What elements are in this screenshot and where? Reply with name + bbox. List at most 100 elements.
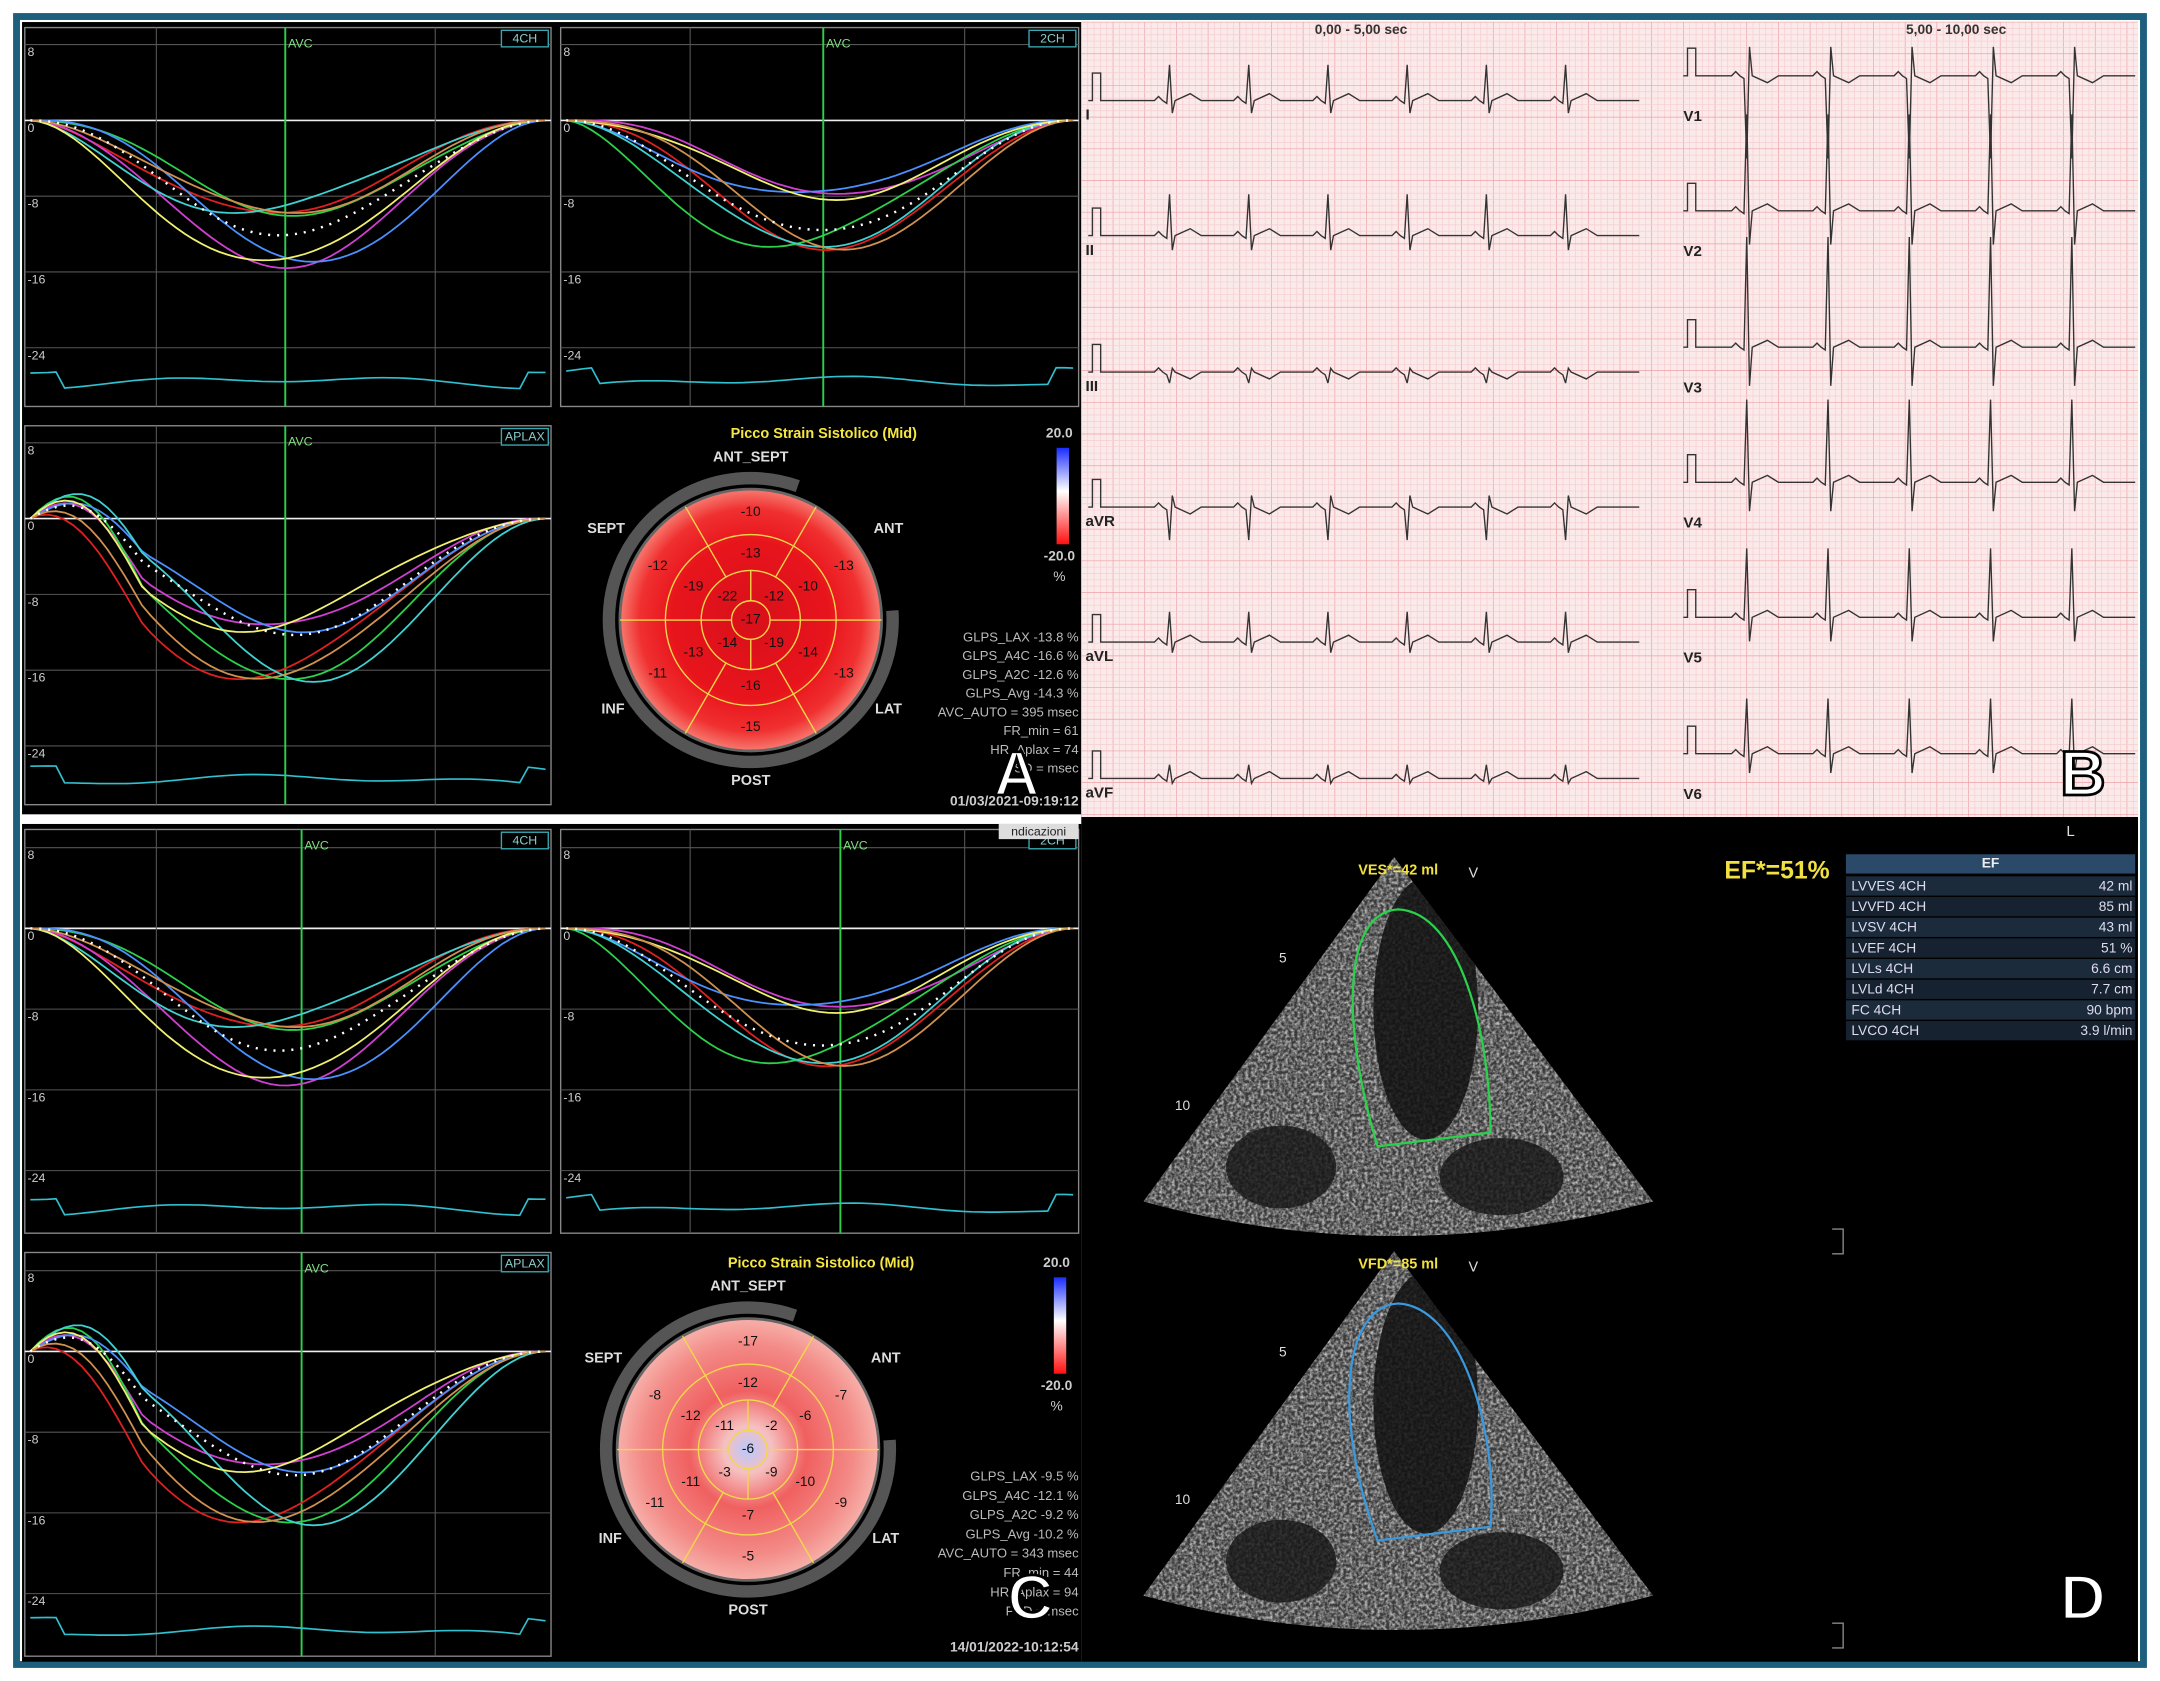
ecg-trace [1088,750,1640,786]
footer-strip [1081,817,2138,845]
y-tick-label: 0 [28,929,35,943]
strain-curve [29,502,546,634]
table-row [1845,876,2136,896]
bullseye-rim [599,1301,897,1598]
table-header-text: EF [1982,856,2000,871]
timing-curve [566,366,1074,387]
table-cell: LVSV 4CH [1851,920,1917,935]
segment-value: -12 [681,1408,701,1423]
segment-value: -10 [795,1474,815,1489]
segment-line [774,662,817,734]
wall-label: LAT [872,1531,899,1547]
segment-value: -22 [717,588,737,603]
color-bar [1053,1277,1067,1374]
lead-label: II [1086,242,1094,259]
segment-value: -12 [764,588,784,603]
timestamp: 14/01/2022-10:12:54 [950,1640,1079,1655]
segment-value: -16 [741,678,761,693]
strain-curve [566,119,1074,195]
wall-label: ANT_SEPT [713,449,789,465]
lv-contour [1348,1302,1493,1542]
plot-area [24,26,552,408]
table-cell: 7.7 cm [2091,982,2132,997]
avc-label: AVC [843,838,868,852]
table-row [1845,1021,2136,1041]
table-row [1845,917,2136,937]
lv-contour [1351,908,1492,1148]
strain-curve [30,927,546,1028]
view-box [500,831,549,850]
ecg-trace [1683,236,2136,386]
segment-line [772,1335,815,1407]
plot-area [24,828,552,1234]
table-header [1845,854,2136,874]
cavity [1373,1271,1479,1534]
table-cell: LVLd 4CH [1851,982,1913,997]
strain-curve [29,1324,546,1527]
ecg-trace [1683,548,2136,642]
strain-curve [29,493,546,683]
ecg-trace [1088,194,1640,251]
cavity [1226,1519,1337,1603]
segment-value: -9 [835,1495,847,1510]
strain-curve [30,927,546,1031]
segment-value: -15 [741,719,761,734]
frame-marker: V [1468,1259,1478,1275]
strain-curve [566,119,1074,248]
strain-curve [30,927,546,1079]
stat-line: GLPS_LAX -9.5 % [970,1469,1079,1484]
stat-line: FR_min = 44 [1003,1565,1078,1580]
ef-value: EF*=51% [1724,858,1829,885]
y-tick-label: 8 [28,1271,35,1285]
segment-line [684,506,727,578]
stat-line: FR_min = 61 [1003,723,1078,738]
depth-label: 10 [1175,1098,1191,1113]
stat-line: GLPS_Avg -14.3 % [965,686,1079,701]
segment-value: -13 [834,665,854,680]
y-tick-label: 8 [28,848,35,862]
view-label: 4CH [512,32,537,46]
table-cell: 3.9 l/min [2080,1023,2132,1038]
plot-area [24,425,552,806]
ecg-trace [1088,611,1640,653]
y-tick-label: -24 [28,1171,46,1185]
y-tick-label: 0 [563,929,570,943]
y-tick-label: -16 [563,272,581,286]
y-tick-label: -16 [28,1090,46,1104]
stat-line: GLPS_A4C -16.6 % [962,648,1079,663]
strain-curve [30,119,546,214]
wall-label: POST [728,1603,768,1619]
timing-curve [30,371,546,390]
segment-line [774,506,817,578]
y-tick-label: -24 [28,348,46,362]
segment-value: -6 [799,1408,812,1423]
y-tick-label: 0 [28,121,35,135]
strain-curve [29,510,546,680]
scale-unit: % [1053,569,1065,584]
table-cell: LVVFD 4CH [1851,899,1926,914]
strain-curve [29,1331,546,1474]
table-cell: FC 4CH [1851,1002,1901,1017]
stat-line: GLPS_Avg -10.2 % [965,1526,1079,1541]
ecg-trace [1088,478,1640,541]
table-cell: LVLs 4CH [1851,961,1913,976]
scale-unit: % [1050,1398,1062,1413]
wall-label: INF [599,1531,622,1547]
strain-curve [30,119,546,262]
stat-line: PSD = msec [1006,761,1079,776]
panel-letter: C [1008,1563,1054,1633]
lead-label: V1 [1683,108,1702,125]
view-box [500,1254,549,1273]
y-tick-label: -8 [28,595,39,609]
depth-label: 5 [1279,1345,1287,1360]
segment-value: -13 [834,558,854,573]
wall-label: LAT [875,701,902,717]
note: ndicazioni [1011,824,1066,838]
segment-value: -12 [648,558,668,573]
view-label: APLAX [505,430,545,444]
y-tick-label: -8 [28,1010,39,1024]
y-tick-label: 8 [28,45,35,59]
y-tick-label: -16 [28,1513,46,1527]
stat-line: GLPS_A2C -9.2 % [970,1507,1079,1522]
segment-value: -6 [742,1441,755,1456]
